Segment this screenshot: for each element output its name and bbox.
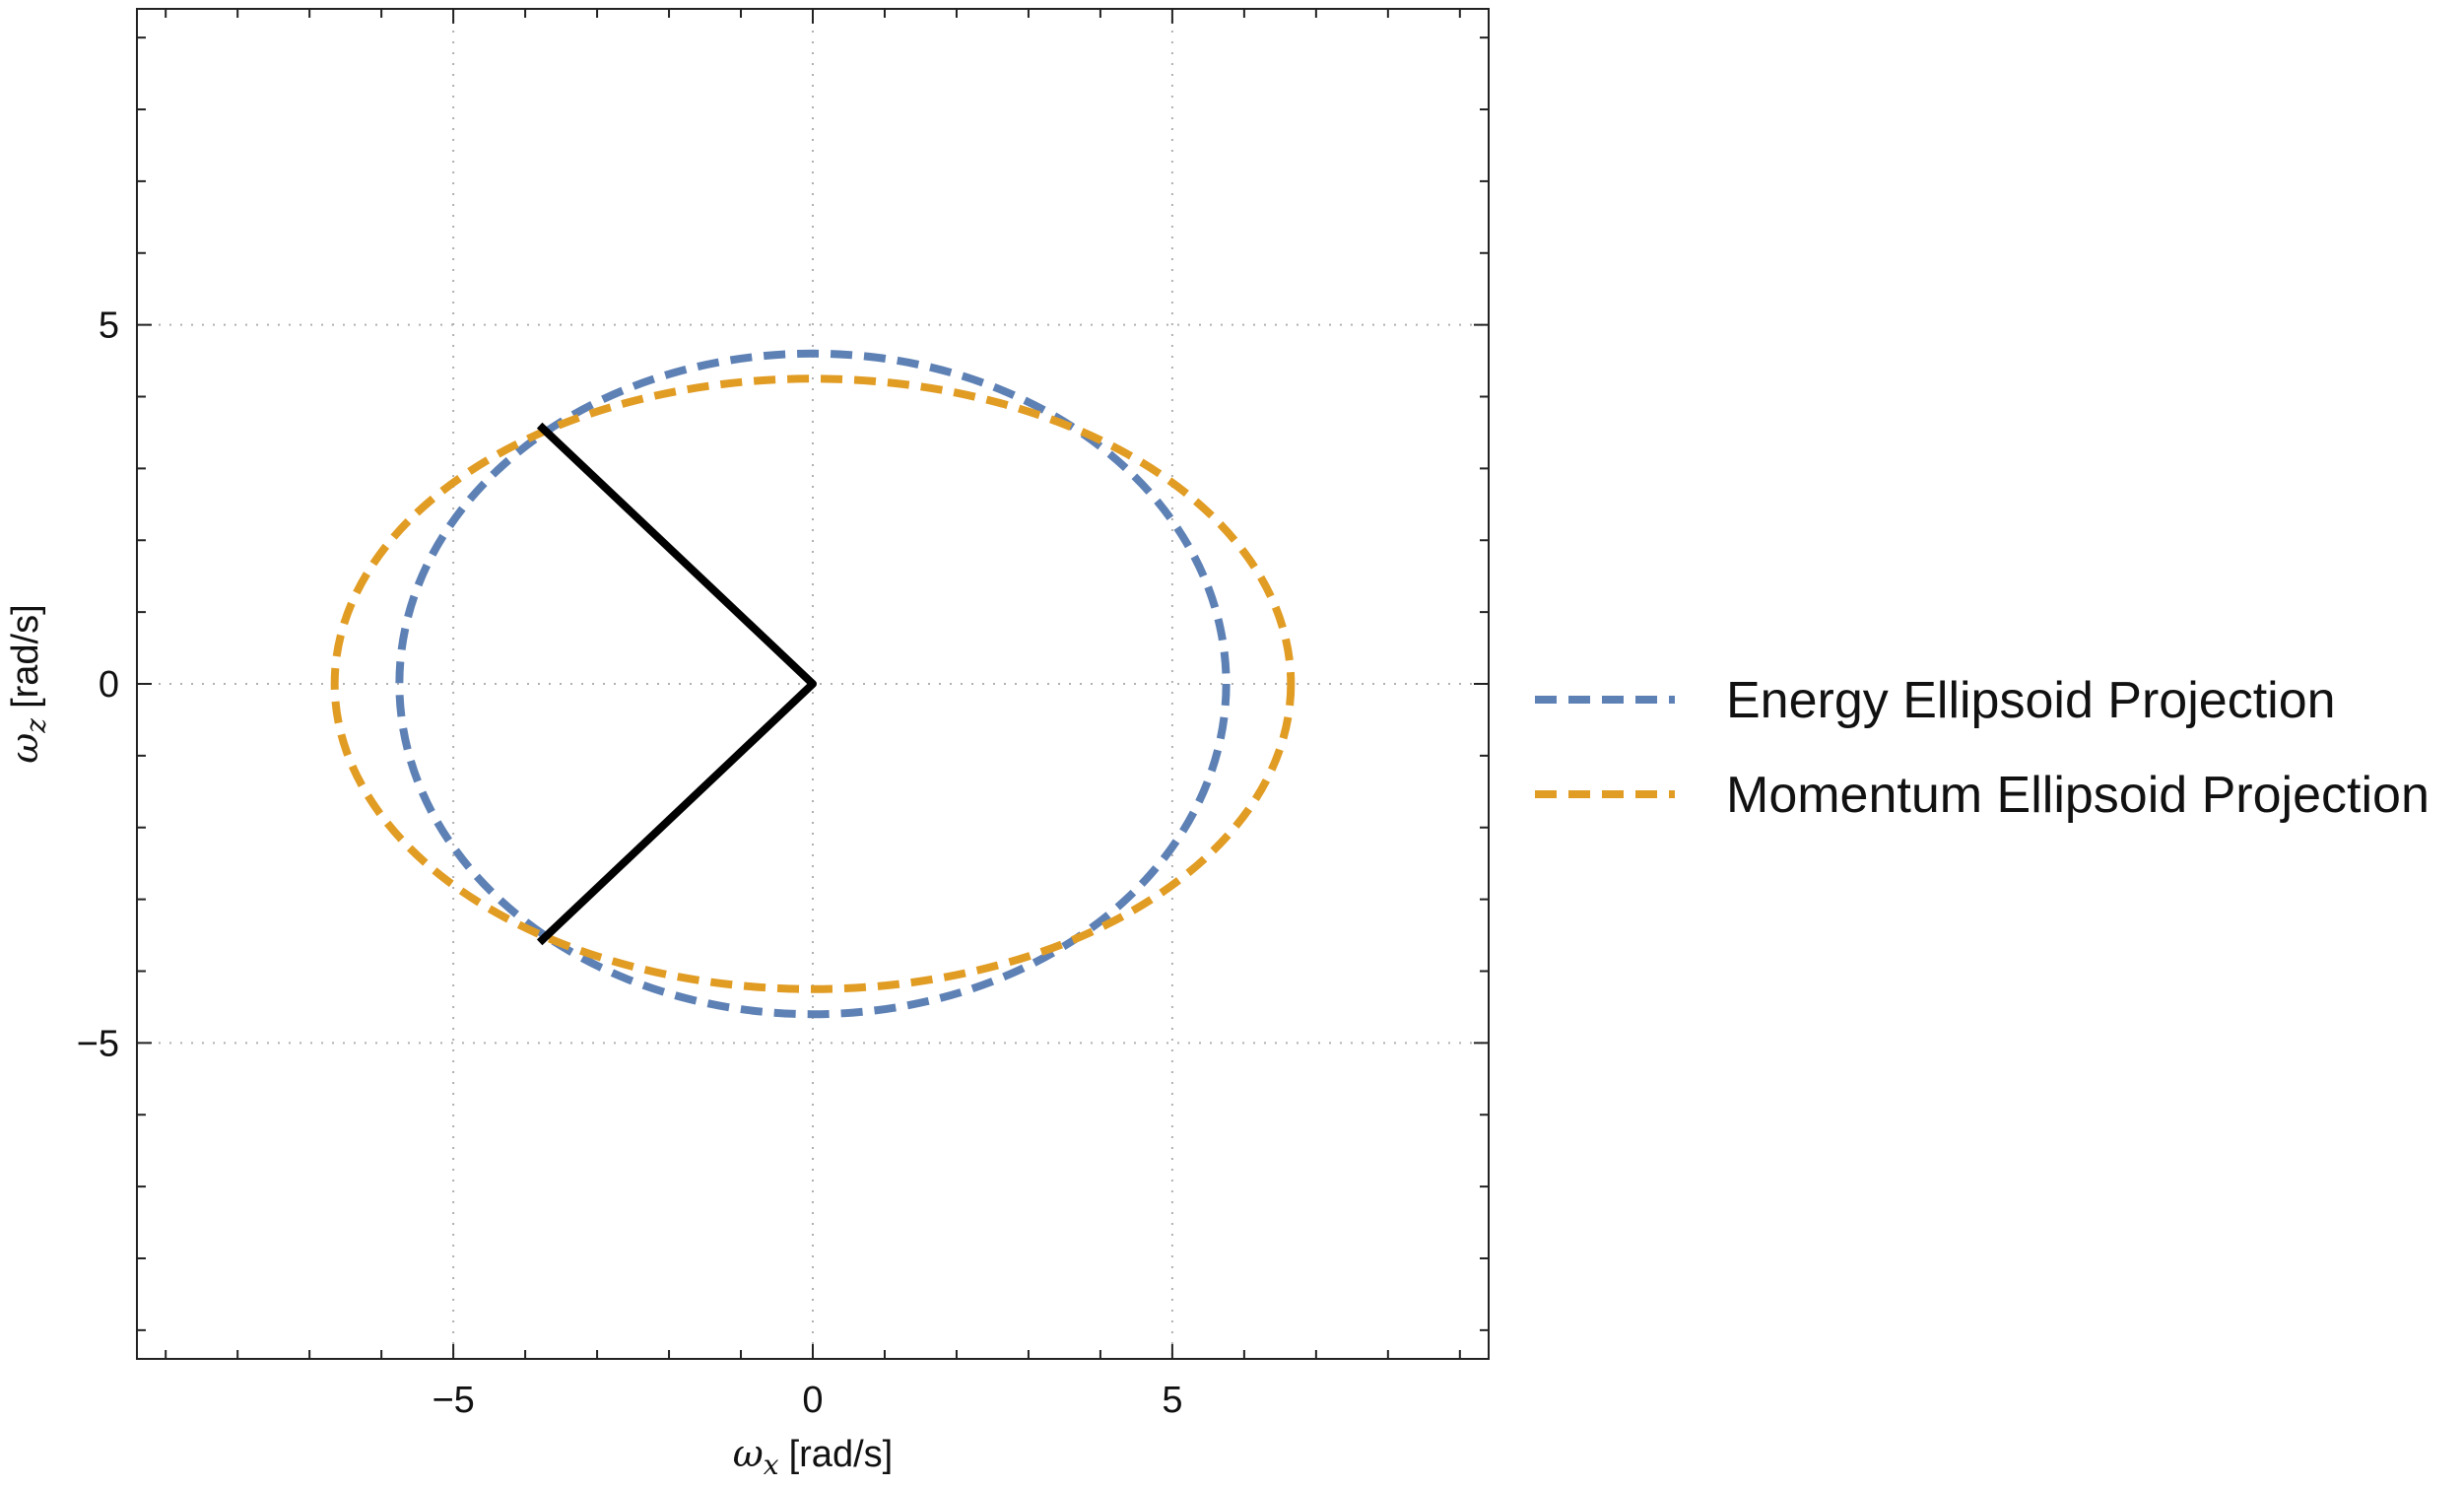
y-axis-label: ωz [rad/s] [3,604,52,763]
legend: Energy Ellipsoid Projection Momentum Ell… [1535,672,2430,824]
black-line-series [536,422,817,946]
x-axis-symbol: ω [733,1432,764,1475]
x-axis-label: ωx [rad/s] [733,1432,893,1481]
x-tick-label: −5 [432,1380,474,1421]
curve-series-0 [395,349,1231,1019]
y-tick-label: 0 [99,664,119,706]
plot-curves [330,349,1296,1019]
legend-item-momentum: Momentum Ellipsoid Projection [1535,767,2430,824]
y-tick-label: −5 [77,1023,119,1064]
x-tick-label: 5 [1162,1380,1182,1421]
y-axis-symbol: ω [3,733,46,764]
legend-item-energy: Energy Ellipsoid Projection [1535,672,2336,729]
legend-label-energy: Energy Ellipsoid Projection [1726,672,2336,729]
y-axis-subscript: z [20,718,52,734]
axis-ticks [137,9,1489,1359]
y-tick-label: 5 [99,305,119,347]
x-axis-unit: [rad/s] [789,1434,894,1475]
legend-label-momentum: Momentum Ellipsoid Projection [1726,767,2430,824]
x-tick-label: 0 [802,1380,823,1421]
y-axis-unit: [rad/s] [5,604,46,709]
x-axis-subscript: x [764,1449,779,1481]
tick-labels: −5 0 5 −5 0 5 [77,305,1183,1421]
curve-series-1 [330,374,1296,993]
